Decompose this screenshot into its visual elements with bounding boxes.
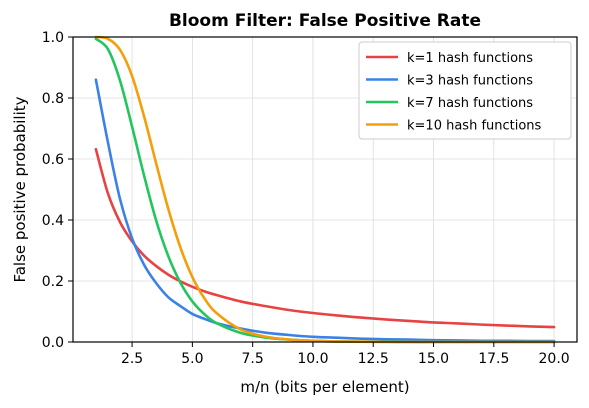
legend-label: k=1 hash functions [407,51,533,66]
x-tick-label: 2.5 [121,351,143,367]
legend-label: k=10 hash functions [407,119,542,134]
x-tick-label: 10.0 [297,351,328,367]
legend-label: k=3 hash functions [407,74,533,89]
x-axis-ticks: 2.5 5.0 7.5 10.0 12.5 15.0 17.5 20.0 [121,342,570,367]
plot-area-frame [72,36,578,343]
x-tick-label: 15.0 [418,351,449,367]
x-tick-label: 7.5 [242,351,264,367]
series-line-2 [94,78,556,343]
legend: k=1 hash functions k=3 hash functions k=7 … [358,41,572,140]
chart-title: Bloom Filter: False Positive Rate [169,11,481,31]
y-tick-label: 1.0 [42,30,64,46]
y-axis-ticks: 0.0 0.2 0.4 0.6 0.8 1.0 [42,30,73,351]
legend-label: k=7 hash functions [407,96,533,111]
y-tick-label: 0.6 [42,152,64,168]
legend-box [358,41,572,140]
x-tick-label: 17.5 [478,351,509,367]
x-tick-label: 12.5 [358,351,389,367]
series-line-1 [94,147,556,329]
x-tick-label: 20.0 [539,351,570,367]
x-axis-label: m/n (bits per element) [240,378,409,396]
x-tick-label: 5.0 [181,351,203,367]
y-tick-label: 0.0 [42,335,64,351]
y-tick-label: 0.4 [42,213,64,229]
y-axis-label: False positive probability [11,96,29,282]
y-tick-label: 0.8 [42,91,64,107]
y-tick-label: 0.2 [42,274,64,290]
